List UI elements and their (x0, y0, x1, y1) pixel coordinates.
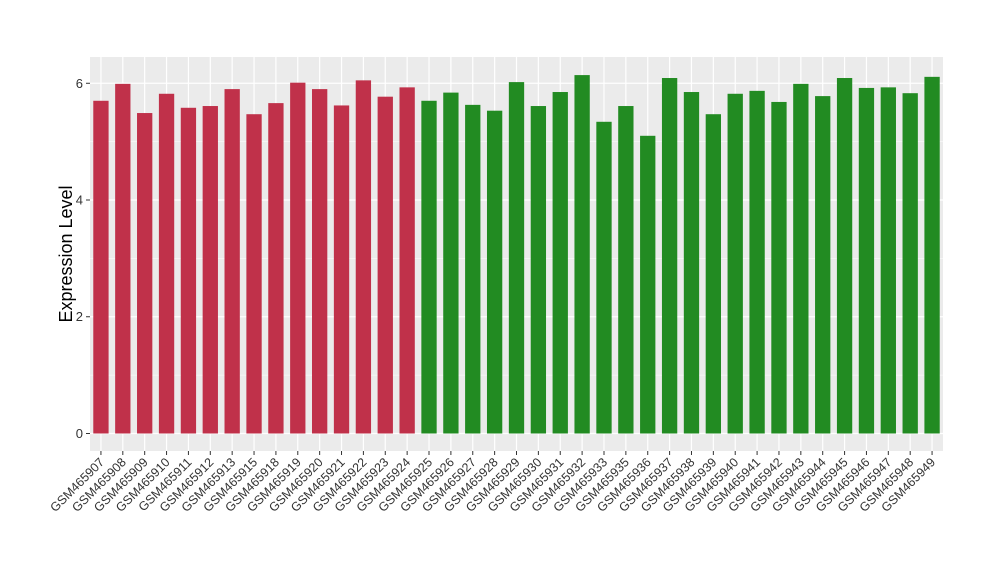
bar-GSM465949 (924, 76, 940, 434)
bar-GSM465927 (465, 104, 481, 434)
bar-GSM465908 (115, 83, 131, 434)
bar-GSM465928 (486, 110, 503, 434)
bar-GSM465946 (858, 87, 875, 434)
bar-GSM465909 (137, 113, 153, 434)
bar-GSM465943 (793, 83, 809, 434)
bar-GSM465932 (574, 75, 590, 434)
bar-GSM465925 (421, 100, 437, 434)
bar-GSM465922 (355, 80, 372, 434)
bar-GSM465918 (268, 103, 284, 434)
bar-GSM465907 (93, 100, 109, 434)
bar-GSM465937 (661, 78, 678, 434)
bar-GSM465910 (158, 93, 175, 434)
y-axis: 0 2 4 6 (76, 76, 90, 441)
bars (93, 75, 940, 434)
bar-GSM465931 (552, 92, 568, 434)
bar-GSM465938 (683, 92, 700, 434)
bar-GSM465944 (815, 96, 831, 434)
bar-GSM465912 (202, 106, 218, 434)
bar-GSM465947 (880, 87, 896, 434)
y-tick-label: 0 (76, 426, 83, 441)
bar-GSM465919 (290, 82, 306, 434)
bar-GSM465911 (180, 107, 197, 434)
x-axis: GSM465907GSM465908GSM465909GSM465910GSM4… (48, 451, 938, 515)
y-tick-label: 2 (76, 309, 83, 324)
bar-GSM465924 (399, 87, 415, 434)
bar-GSM465945 (836, 78, 853, 434)
y-axis-title: Expression Level (56, 185, 76, 322)
bar-GSM465923 (377, 96, 393, 434)
bar-GSM465926 (443, 92, 459, 434)
bar-GSM465921 (333, 105, 350, 434)
bar-GSM465915 (246, 114, 262, 434)
bar-GSM465941 (749, 90, 765, 434)
bar-GSM465929 (508, 82, 525, 434)
y-tick-label: 6 (76, 76, 83, 91)
bar-GSM465936 (640, 135, 656, 434)
bar-GSM465913 (224, 89, 240, 434)
bar-GSM465920 (311, 89, 328, 434)
bar-GSM465940 (727, 93, 743, 434)
bar-GSM465935 (618, 106, 634, 434)
bar-GSM465948 (902, 93, 918, 434)
y-tick-label: 4 (76, 193, 83, 208)
bar-GSM465939 (705, 114, 722, 434)
bar-GSM465930 (530, 106, 547, 434)
bar-GSM465933 (596, 121, 612, 434)
bar-GSM465942 (771, 101, 787, 434)
